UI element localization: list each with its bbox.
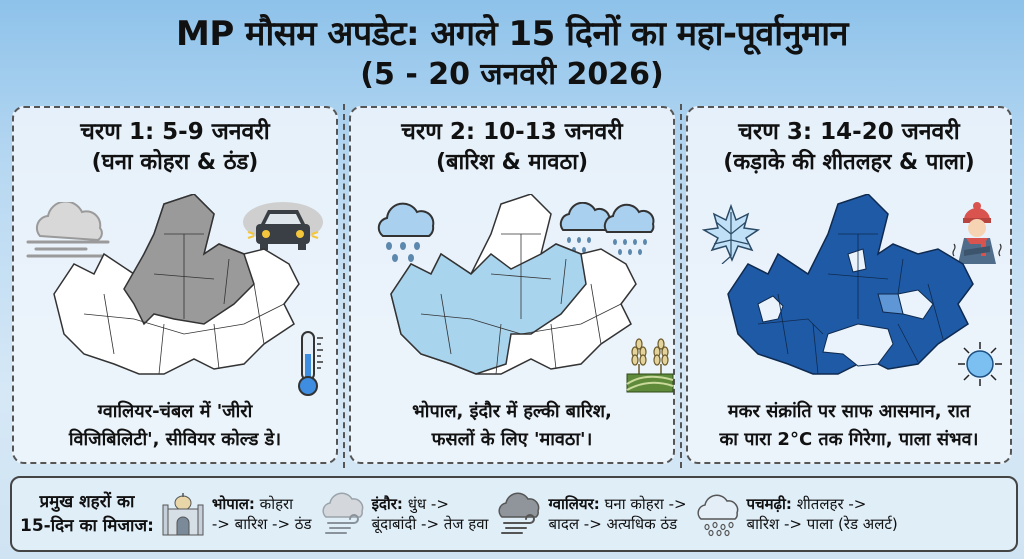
phase-title: चरण 2: 10-13 जनवरी [401,119,623,145]
phase-subtitle: (कड़ाके की शीतलहर & पाला) [723,150,975,175]
rain-cloud-icon [377,202,435,262]
heavy-rain-clouds-icon [559,202,655,255]
phase-description: भोपाल, इंदौर में हल्की बारिश, फसलों के ल… [351,398,673,454]
forecast-text: -> बारिश -> ठंड [211,515,312,533]
page-subtitle: (5 - 20 जनवरी 2026) [360,57,664,92]
city-name: इंदौर: [371,495,403,513]
forecast-text: धुंध -> [407,495,449,513]
description-line: भोपाल, इंदौर में हल्की बारिश, [412,401,612,422]
summary-label-line: 15-दिन का मिजाज: [20,516,154,536]
summary-label: प्रमुख शहरों का 15-दिन का मिजाज: [20,490,154,538]
phase-title: चरण 3: 14-20 जनवरी [738,119,960,145]
summary-label-line: प्रमुख शहरों का [39,492,135,512]
city-forecast: भोपाल: कोहरा -> बारिश -> ठंड [212,494,312,534]
shivering-person-icon [952,202,1002,264]
phase-2-panel: चरण 2: 10-13 जनवरी (बारिश & मावठा) भोपाल… [349,106,675,464]
city-pachmarhi: पचमढ़ी: शीतलहर -> बारिश -> पाला (रेड अलर… [695,491,898,537]
cold-sun-icon [958,342,1002,386]
city-forecast: पचमढ़ी: शीतलहर -> बारिश -> पाला (रेड अलर… [747,494,898,534]
mp-map-phase-2 [390,194,637,375]
city-name: ग्वालियर: [548,495,600,513]
cities-summary-bar: प्रमुख शहरों का 15-दिन का मिजाज: भोपाल: … [10,476,1018,552]
description-line: विजिबिलिटी', सीवियर कोल्ड डे। [68,429,282,450]
city-forecast: ग्वालियर: घना कोहरा -> बादल -> अत्यधिक ठ… [548,494,686,534]
city-name: पचमढ़ी: [746,495,792,513]
city-gwalior: ग्वालियर: घना कोहरा -> बादल -> अत्यधिक ठ… [496,491,687,537]
phase-subtitle: (बारिश & मावठा) [435,150,589,175]
mp-map-phase-3 [727,194,974,375]
phase-1-panel: चरण 1: 5-9 जनवरी (घना कोहरा & ठंड) ग्वाल… [12,106,338,464]
description-line: का पारा 2°C तक गिरेगा, पाला संभव। [719,429,979,450]
divider [680,104,682,468]
city-forecast: इंदौर: धुंध -> बूंदाबांदी -> तेज हवा [372,494,489,534]
cloud-wind-icon [322,492,363,534]
forecast-text: बादल -> अत्यधिक ठंड [548,515,678,533]
mp-map-phase-1 [53,194,300,375]
divider [343,104,345,468]
description-line: फसलों के लिए 'मावठा'। [431,429,593,450]
phase-description: ग्वालियर-चंबल में 'जीरो विजिबिलिटी', सीव… [14,398,336,454]
forecast-text: कोहरा [259,495,294,513]
thermometer-icon [298,331,323,396]
monument-icon [162,493,204,536]
car-in-fog-icon [243,202,323,250]
city-bhopal: भोपाल: कोहरा -> बारिश -> ठंड [160,491,312,537]
description-line: मकर संक्रांति पर साफ आसमान, रात [727,401,971,422]
phase-description: मकर संक्रांति पर साफ आसमान, रात का पारा … [688,398,1010,454]
frost-leaf-icon [702,204,760,264]
wheat-crop-icon [626,338,674,393]
phase-subtitle: (घना कोहरा & ठंड) [91,150,259,175]
forecast-text: शीतलहर -> [796,495,867,513]
forecast-text: घना कोहरा -> [604,495,687,513]
page-title: MP मौसम अपडेट: अगले 15 दिनों का महा-पूर्… [176,14,848,54]
phase-3-panel: चरण 3: 14-20 जनवरी (कड़ाके की शीतलहर & प… [686,106,1012,464]
forecast-text: बारिश -> पाला (रेड अलर्ट) [746,515,898,533]
phase-title: चरण 1: 5-9 जनवरी [80,119,270,145]
description-line: ग्वालियर-चंबल में 'जीरो [97,401,253,422]
fog-cloud-icon [26,202,110,258]
city-indore: इंदौर: धुंध -> बूंदाबांदी -> तेज हवा [320,491,489,537]
dark-cloud-wind-icon [498,492,540,534]
header: MP मौसम अपडेट: अगले 15 दिनों का महा-पूर्… [0,0,1024,100]
forecast-text: बूंदाबांदी -> तेज हवा [371,515,489,533]
rain-cloud-icon [696,494,738,537]
city-name: भोपाल: [211,495,255,513]
